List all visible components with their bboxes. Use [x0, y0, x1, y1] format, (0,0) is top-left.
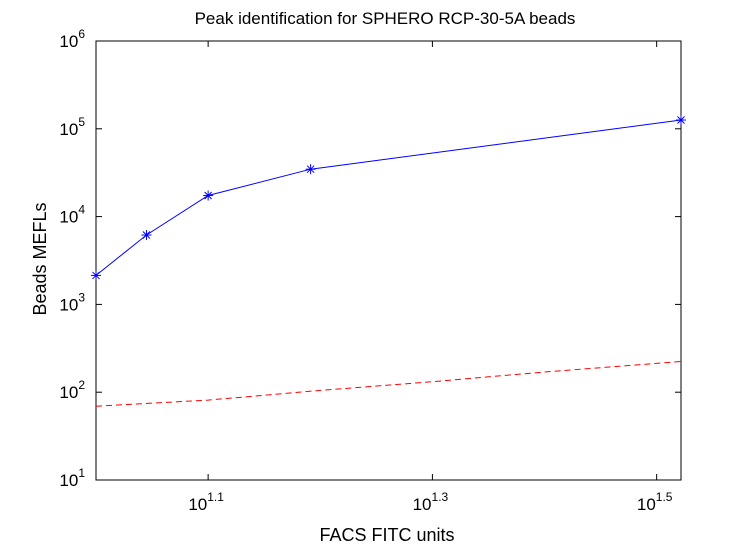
- y-tick-exponent: 6: [78, 27, 85, 41]
- y-tick-label: 106: [59, 27, 85, 51]
- series-0-point: [141, 230, 152, 241]
- series-0-point: [676, 115, 686, 126]
- y-tick-exponent: 5: [78, 115, 85, 129]
- x-tick-base: 10: [413, 495, 432, 514]
- series-0-point: [305, 164, 316, 175]
- series-0-line: [95, 119, 682, 276]
- chart-title: Peak identification for SPHERO RCP-30-5A…: [195, 9, 576, 28]
- y-tick-base: 10: [59, 120, 78, 139]
- y-tick-base: 10: [59, 295, 78, 314]
- y-tick-exponent: 4: [78, 203, 85, 217]
- y-tick-base: 10: [59, 32, 78, 51]
- x-axis-label: FACS FITC units: [319, 525, 454, 545]
- y-tick-label: 102: [59, 378, 85, 402]
- y-tick-base: 10: [59, 208, 78, 227]
- y-axis-label: Beads MEFLs: [30, 202, 50, 315]
- x-tick-label: 101.3: [413, 490, 449, 514]
- series-0-point: [203, 190, 214, 201]
- plot-frame: [95, 40, 682, 481]
- x-tick-base: 10: [637, 495, 656, 514]
- series-1-line: [95, 361, 682, 407]
- series-layer: [91, 115, 686, 407]
- x-tick-exponent: 1.1: [207, 490, 224, 504]
- y-tick-exponent: 3: [78, 290, 85, 304]
- y-tick-label: 104: [59, 203, 85, 227]
- series-0-point: [91, 270, 101, 281]
- y-tick-label: 105: [59, 115, 85, 139]
- x-tick-label: 101.5: [637, 490, 673, 514]
- x-tick-base: 10: [188, 495, 207, 514]
- y-tick-label: 101: [59, 466, 85, 490]
- x-tick-label: 101.1: [188, 490, 224, 514]
- y-tick-base: 10: [59, 471, 78, 490]
- y-tick-label: 103: [59, 290, 85, 314]
- y-tick-base: 10: [59, 383, 78, 402]
- y-tick-exponent: 1: [78, 466, 85, 480]
- y-tick-exponent: 2: [78, 378, 85, 392]
- x-tick-exponent: 1.5: [656, 490, 673, 504]
- x-tick-exponent: 1.3: [432, 490, 449, 504]
